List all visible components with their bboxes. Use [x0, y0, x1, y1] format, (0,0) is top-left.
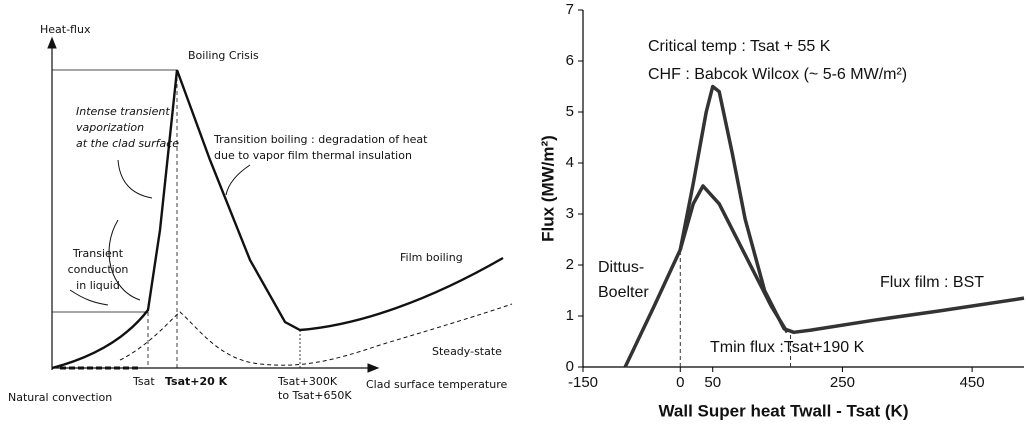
line	[678, 184, 789, 334]
y-tick-label: 3	[566, 205, 574, 222]
x-mark: Tsat	[132, 375, 155, 388]
x-axis-label: Wall Super heat Twall - Tsat (K)	[659, 401, 909, 420]
annotation: Intense transient	[76, 105, 170, 118]
annotation: Film boiling	[400, 251, 463, 264]
annotation: Dittus-	[598, 259, 644, 276]
y-tick-label: 0	[566, 358, 574, 375]
line	[623, 84, 1025, 368]
y-tick-label: 1	[566, 307, 574, 324]
annotation: Boelter	[598, 284, 649, 301]
annotation: at the clad surface	[76, 137, 179, 150]
x-mark: Tsat+300K	[277, 375, 338, 388]
y-tick-label: 7	[566, 1, 574, 18]
y-tick-label: 5	[566, 103, 574, 120]
x-mark: to Tsat+650K	[278, 389, 352, 402]
annotation: Natural convection	[8, 391, 112, 404]
y-tick-label: 2	[566, 256, 574, 273]
annotation: vaporization	[76, 121, 144, 134]
annotation: due to vapor film thermal insulation	[214, 149, 412, 162]
x-tick-label: -150	[568, 374, 598, 391]
boiling-curve	[51, 69, 504, 370]
pointer	[117, 159, 153, 199]
annotation: Critical temp : Tsat + 55 K	[648, 38, 831, 55]
annotation: conduction	[68, 263, 129, 276]
schematic	[47, 36, 513, 373]
pointer	[225, 164, 251, 196]
arrowhead	[367, 363, 380, 373]
x-tick-label: 250	[830, 374, 855, 391]
annotation: Steady-state	[432, 345, 502, 358]
x-tick-label: 450	[960, 374, 985, 391]
annotation: Transient	[72, 247, 124, 260]
y-tick-label: 6	[566, 52, 574, 69]
annotation: Flux film : BST	[880, 274, 984, 291]
annotation: in liquid	[76, 279, 120, 292]
x-mark: Tsat+20 K	[165, 375, 228, 388]
annotation: Transition boiling : degradation of heat	[213, 133, 428, 146]
annotation: CHF : Babcok Wilcox (~ 5-6 MW/m²)	[648, 66, 907, 83]
y-axis-label: Flux (MW/m²)	[538, 135, 557, 242]
axis-label: Clad surface temperature	[366, 378, 507, 391]
annotation: Boiling Crisis	[188, 49, 259, 62]
annotation: Tmin flux :Tsat+190 K	[710, 339, 865, 356]
arrowhead	[47, 36, 57, 49]
axis-label: Heat-flux	[40, 23, 91, 36]
y-tick-label: 4	[566, 154, 574, 171]
pointer	[69, 289, 109, 306]
steady-curve	[119, 303, 513, 366]
x-tick-label: 50	[704, 374, 721, 391]
pointer	[108, 219, 141, 301]
x-tick-label: 0	[676, 374, 684, 391]
